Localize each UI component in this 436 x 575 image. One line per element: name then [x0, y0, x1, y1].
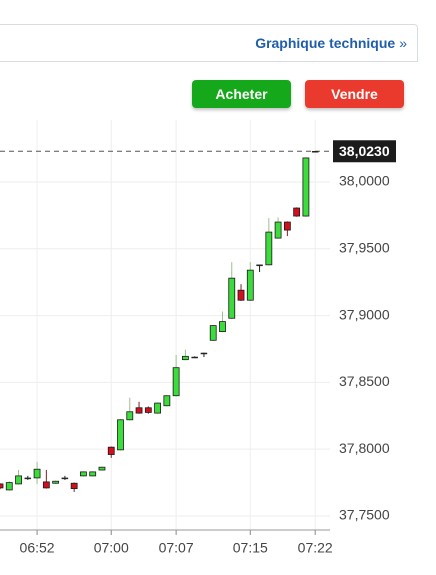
- chevron[interactable]: »: [399, 35, 407, 51]
- candle-body: [126, 411, 134, 421]
- y-tick-label: 37,8000: [339, 440, 390, 456]
- y-tick-label: 37,8500: [339, 373, 390, 389]
- candle-body: [24, 477, 32, 480]
- candle-body: [70, 482, 78, 489]
- candle-body: [228, 277, 236, 319]
- candle-body: [209, 325, 217, 341]
- x-tick-label: 07:22: [298, 540, 333, 556]
- candle-body: [293, 207, 301, 217]
- candle-body: [33, 468, 41, 479]
- header-bar: Graphique technique»: [0, 24, 418, 62]
- last-price-tag: [333, 140, 396, 163]
- buy-button[interactable]: Acheter: [192, 80, 291, 108]
- y-tick-label: 37,7500: [339, 507, 390, 523]
- candle-body: [89, 471, 97, 477]
- candle-body: [61, 477, 69, 480]
- x-tick-label: 07:15: [233, 540, 268, 556]
- candle-body: [52, 480, 60, 484]
- candle-body: [80, 471, 87, 477]
- candle-body: [15, 475, 22, 485]
- y-tick-label: 37,9500: [339, 239, 390, 255]
- candle-body: [5, 482, 13, 491]
- technical-chart-link[interactable]: Graphique technique»: [255, 35, 407, 51]
- x-tick-label: 07:00: [94, 540, 129, 556]
- candle-body: [181, 355, 189, 361]
- candle-body: [200, 352, 208, 355]
- x-tick-label: 06:52: [20, 540, 55, 556]
- candle-body: [219, 321, 226, 333]
- last-price-label: 38,0230: [339, 143, 390, 159]
- candle-body: [172, 367, 180, 397]
- candle-body: [117, 419, 124, 451]
- candle-body: [246, 269, 254, 301]
- candle-body: [265, 231, 273, 266]
- candle-body: [274, 221, 282, 239]
- candle-body: [154, 402, 161, 414]
- candle-body: [237, 289, 245, 301]
- candle-body: [107, 446, 115, 455]
- candle-body: [42, 481, 50, 489]
- candle-body: [191, 356, 198, 359]
- sell-button[interactable]: Vendre: [305, 80, 404, 108]
- x-tick-label: 07:07: [159, 540, 194, 556]
- candle-body: [144, 407, 152, 413]
- candle-body: [0, 483, 4, 489]
- candle-body: [163, 395, 171, 407]
- candle-body: [135, 407, 143, 414]
- candle-body: [256, 264, 263, 267]
- link-text[interactable]: Graphique technique: [255, 35, 396, 51]
- candle-body: [311, 151, 319, 153]
- y-tick-label: 38,0000: [339, 173, 390, 189]
- candle-body: [98, 466, 106, 471]
- y-tick-label: 37,9000: [339, 306, 390, 322]
- candle-body: [302, 157, 310, 217]
- candle-body: [283, 221, 291, 231]
